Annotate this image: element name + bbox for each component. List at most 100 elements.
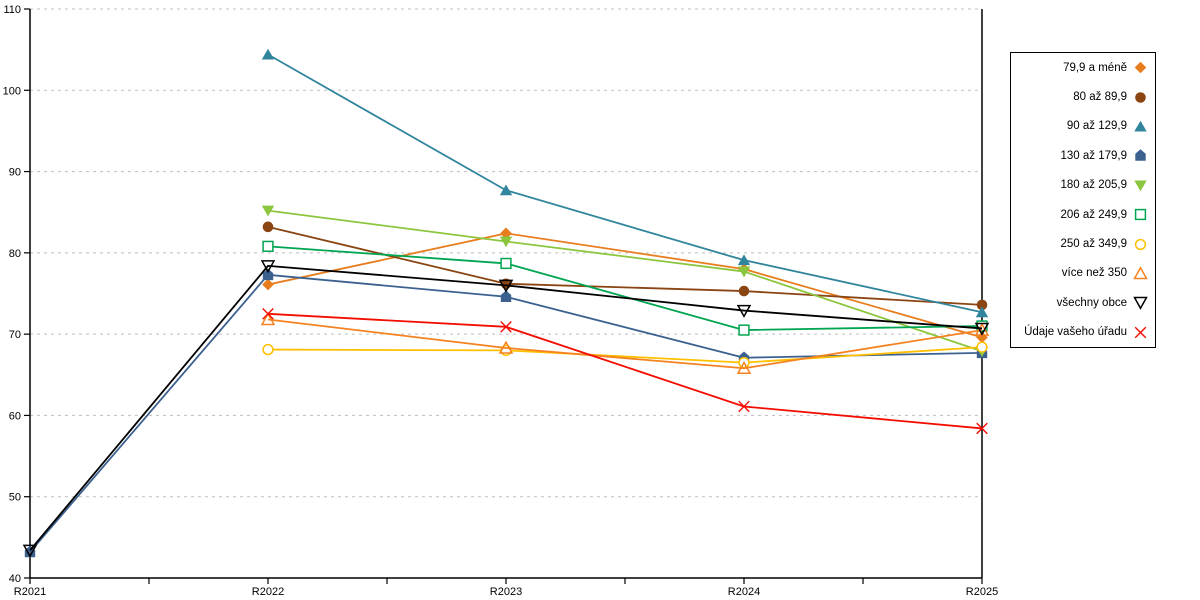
legend-marker: [1134, 326, 1147, 338]
legend-item: 130 až 179,9: [1011, 148, 1155, 163]
triangle-down-open-icon: [736, 304, 752, 318]
circle-open-icon: [976, 341, 988, 353]
triangle-down-open-icon: [974, 322, 990, 336]
series-line: [267, 346, 983, 364]
legend-marker: [1134, 120, 1147, 132]
series-line: [267, 312, 983, 430]
circle-icon: [1135, 91, 1146, 103]
triangle-up-open-icon: [736, 360, 752, 375]
y-tick-label: 100: [3, 85, 21, 97]
legend-marker: [1135, 91, 1146, 103]
legend-item: 206 až 249,9: [1011, 207, 1155, 222]
triangle-down-icon: [261, 205, 275, 217]
series-line: [267, 225, 983, 306]
legend-label: Údaje vašeho úřadu: [1024, 326, 1127, 339]
triangle-down-open-icon: [1133, 297, 1148, 311]
y-tick-label: 60: [9, 410, 21, 422]
series-line: [29, 273, 983, 553]
series: [261, 48, 989, 318]
legend-label: 90 až 129,9: [1066, 120, 1127, 133]
x-icon: [500, 321, 512, 333]
circle-open-icon: [262, 343, 274, 356]
legend-label: 206 až 249,9: [1060, 208, 1127, 221]
series-line: [267, 232, 983, 339]
series-line: [267, 209, 983, 353]
series: [260, 312, 990, 375]
diamond-icon: [1134, 61, 1147, 74]
triangle-down-icon: [737, 266, 751, 278]
x-icon: [1134, 326, 1147, 338]
triangle-down-open-icon: [22, 544, 38, 558]
pentagon-icon: [500, 290, 512, 303]
x-tick-label: R2025: [966, 586, 998, 598]
triangle-down-icon: [1134, 180, 1147, 192]
triangle-up-icon: [737, 254, 751, 266]
y-tick-label: 80: [9, 248, 21, 260]
legend-item: všechny obce: [1011, 295, 1155, 311]
y-tick-label: 90: [9, 167, 21, 179]
triangle-up-icon: [1134, 120, 1147, 132]
series: [262, 227, 988, 344]
legend-item: více než 350: [1011, 266, 1155, 281]
x-tick-label: R2021: [14, 586, 46, 598]
x-tick-label: R2022: [252, 586, 284, 598]
pentagon-icon: [24, 545, 36, 558]
triangle-down-icon: [499, 236, 513, 248]
legend-item: 79,9 a méně: [1011, 60, 1155, 75]
triangle-up-icon: [499, 184, 513, 196]
series: [24, 268, 988, 558]
square-open-icon: [738, 324, 750, 336]
x-icon: [1134, 326, 1147, 338]
x-tick-label: R2023: [490, 586, 522, 598]
legend-label: více než 350: [1061, 267, 1127, 280]
triangle-up-open-icon: [498, 340, 514, 354]
legend-marker: [1133, 297, 1148, 311]
y-tick-label: 110: [3, 4, 21, 16]
square-open-icon: [262, 240, 274, 253]
circle-open-icon: [1134, 238, 1147, 250]
legend-label: 250 až 349,9: [1060, 238, 1127, 251]
square-open-icon: [1134, 208, 1147, 221]
legend-label: všechny obce: [1056, 296, 1127, 309]
pentagon-icon: [1135, 149, 1146, 162]
series-line: [29, 264, 983, 551]
x-icon: [976, 422, 988, 435]
triangle-down-open-icon: [1133, 297, 1148, 311]
legend-marker: [1134, 208, 1147, 221]
circle-icon: [1135, 91, 1146, 103]
legend-marker: [1133, 266, 1148, 280]
legend-item: 250 až 349,9: [1011, 237, 1155, 252]
legend-marker: [1134, 180, 1147, 192]
triangle-up-open-icon: [1133, 266, 1148, 280]
square-open-icon: [500, 257, 512, 270]
series: [22, 260, 990, 558]
series-line: [267, 245, 983, 331]
legend-item: Údaje vašeho úřadu: [1011, 325, 1155, 340]
circle-icon: [976, 299, 988, 311]
triangle-up-icon: [1134, 120, 1147, 132]
triangle-up-open-icon: [1133, 266, 1148, 280]
square-open-icon: [1134, 208, 1147, 221]
x-tick-label: R2024: [728, 586, 760, 598]
triangle-up-icon: [975, 306, 989, 318]
legend-marker: [1135, 149, 1146, 162]
diamond-icon: [500, 227, 512, 240]
triangle-up-icon: [261, 48, 275, 60]
legend-marker: [1134, 238, 1147, 250]
diamond-icon: [1134, 61, 1147, 74]
pentagon-icon: [262, 268, 274, 281]
y-tick-label: 40: [9, 573, 21, 585]
circle-icon: [262, 221, 274, 233]
legend-label: 130 až 179,9: [1060, 149, 1127, 162]
legend-item: 180 až 205,9: [1011, 178, 1155, 193]
x-icon: [738, 400, 750, 413]
series-line: [267, 53, 983, 314]
y-tick-label: 70: [9, 329, 21, 341]
pentagon-icon: [1135, 149, 1146, 162]
legend-label: 79,9 a méně: [1063, 61, 1127, 74]
y-tick-label: 50: [9, 492, 21, 504]
legend-label: 80 až 89,9: [1073, 91, 1127, 104]
circle-open-icon: [1134, 238, 1147, 250]
